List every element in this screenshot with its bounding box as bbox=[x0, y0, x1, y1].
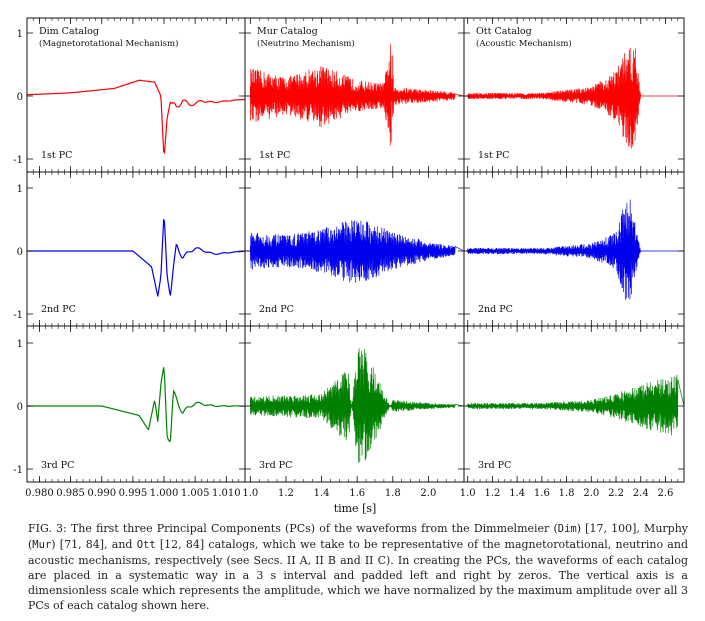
x-tick-label: 1.005 bbox=[181, 488, 210, 499]
caption-code-dim: Dim bbox=[557, 523, 577, 535]
catalog-title: Dim Catalog bbox=[39, 26, 99, 37]
caption-text-2: ) [17, 100], Murphy ( bbox=[28, 522, 689, 551]
waveform-line bbox=[27, 219, 246, 297]
pc-label: 2nd PC bbox=[478, 304, 513, 315]
pc-label: 3rd PC bbox=[259, 460, 292, 471]
x-tick-label: 2.6 bbox=[658, 488, 674, 499]
x-axis-label: time [s] bbox=[334, 502, 377, 515]
pc-label: 1st PC bbox=[478, 150, 509, 161]
caption-label: FIG. 3: bbox=[28, 522, 67, 535]
caption-text-1: The first three Principal Components (PC… bbox=[70, 522, 558, 535]
pc-label: 3rd PC bbox=[478, 460, 511, 471]
waveform-line bbox=[464, 199, 684, 300]
waveform-line bbox=[245, 44, 465, 146]
x-tick-label: 1.8 bbox=[385, 488, 401, 499]
y-tick-label: -1 bbox=[13, 465, 23, 476]
y-tick-label: -1 bbox=[13, 310, 23, 321]
x-tick-label: 2.2 bbox=[608, 488, 624, 499]
x-tick-label: 0.990 bbox=[87, 488, 116, 499]
y-tick-label: -1 bbox=[13, 155, 23, 166]
waveform-line bbox=[26, 79, 246, 155]
catalog-title: Ott Catalog bbox=[476, 26, 532, 37]
x-tick-label: 1.8 bbox=[559, 488, 575, 499]
waveform-line bbox=[27, 367, 246, 443]
x-tick-label: 1.010 bbox=[212, 488, 241, 499]
caption-code-ott: Ott bbox=[136, 539, 156, 551]
x-tick-label: 1.2 bbox=[484, 488, 500, 499]
principal-components-figure: 1 0 -1 1st PC Dim Catalog(Magnetorotational … bbox=[13, 17, 685, 515]
waveform-line bbox=[464, 48, 684, 149]
y-tick-label: 0 bbox=[17, 247, 23, 258]
y-tick-label: 0 bbox=[17, 402, 23, 413]
figure-caption: FIG. 3: The first three Principal Compon… bbox=[28, 521, 688, 613]
x-tick-label: 0.980 bbox=[25, 488, 54, 499]
waveform-line bbox=[245, 348, 465, 463]
panel-frame bbox=[26, 325, 246, 483]
mechanism-subtitle: (Neutrino Mechanism) bbox=[257, 38, 355, 49]
pc-label: 1st PC bbox=[259, 150, 290, 161]
x-tick-label: 1.4 bbox=[314, 488, 330, 499]
x-tick-label: 1.0 bbox=[460, 488, 476, 499]
pc-label: 2nd PC bbox=[41, 304, 76, 315]
x-tick-label: 0.985 bbox=[56, 488, 85, 499]
panel-frame bbox=[26, 171, 246, 327]
x-tick-label: 2.0 bbox=[583, 488, 599, 499]
y-tick-label: 1 bbox=[17, 339, 23, 350]
mechanism-subtitle: (Magnetorotational Mechanism) bbox=[39, 38, 178, 49]
pc-label: 2nd PC bbox=[259, 304, 294, 315]
x-tick-label: 1.6 bbox=[534, 488, 550, 499]
panel-frame bbox=[463, 325, 685, 483]
catalog-title: Mur Catalog bbox=[257, 26, 318, 37]
x-tick-label: 2.4 bbox=[633, 488, 649, 499]
y-tick-label: 0 bbox=[17, 92, 23, 103]
caption-text-3: ) [71, 84], and bbox=[51, 538, 137, 551]
caption-text-4: [12, 84] catalogs, which we take to be r… bbox=[28, 538, 688, 612]
x-tick-label: 1.6 bbox=[349, 488, 365, 499]
x-tick-label: 1.0 bbox=[242, 488, 258, 499]
x-tick-label: 0.995 bbox=[119, 488, 148, 499]
waveform-line bbox=[245, 220, 465, 283]
x-tick-label: 1.4 bbox=[509, 488, 525, 499]
x-tick-label: 1.000 bbox=[150, 488, 179, 499]
caption-code-mur: Mur bbox=[32, 539, 52, 551]
pc-label: 3rd PC bbox=[41, 460, 74, 471]
waveform-line bbox=[464, 374, 685, 436]
x-tick-label: 2.0 bbox=[420, 488, 436, 499]
pc-label: 1st PC bbox=[41, 150, 72, 161]
y-tick-label: 1 bbox=[17, 184, 23, 195]
mechanism-subtitle: (Acoustic Mechanism) bbox=[476, 38, 572, 49]
y-tick-label: 1 bbox=[17, 29, 23, 40]
x-tick-label: 1.2 bbox=[278, 488, 294, 499]
